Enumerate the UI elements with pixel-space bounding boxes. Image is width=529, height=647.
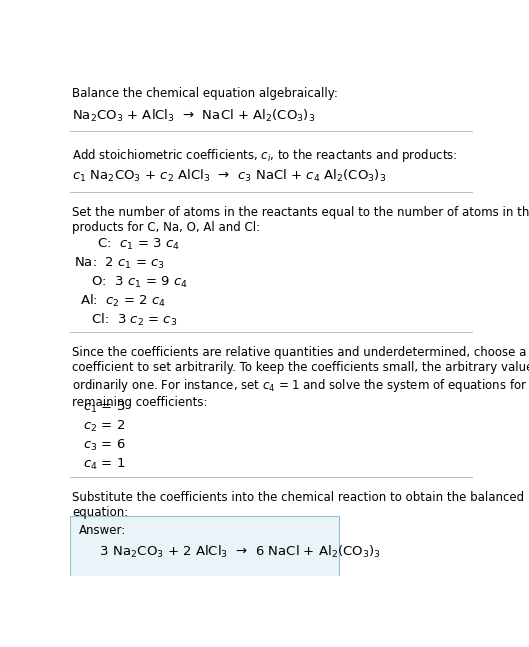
Text: O:  3 $c_1$ = 9 $c_4$: O: 3 $c_1$ = 9 $c_4$ <box>83 274 187 289</box>
Text: Na:  2 $c_1$ = $c_3$: Na: 2 $c_1$ = $c_3$ <box>74 256 166 270</box>
Text: $c_4$ = 1: $c_4$ = 1 <box>83 457 125 472</box>
Text: Since the coefficients are relative quantities and underdetermined, choose a
coe: Since the coefficients are relative quan… <box>72 346 529 408</box>
Text: Set the number of atoms in the reactants equal to the number of atoms in the
pro: Set the number of atoms in the reactants… <box>72 206 529 234</box>
Text: Balance the chemical equation algebraically:: Balance the chemical equation algebraica… <box>72 87 338 100</box>
FancyBboxPatch shape <box>70 516 339 578</box>
Text: Add stoichiometric coefficients, $c_i$, to the reactants and products:: Add stoichiometric coefficients, $c_i$, … <box>72 148 458 164</box>
Text: Substitute the coefficients into the chemical reaction to obtain the balanced
eq: Substitute the coefficients into the che… <box>72 490 524 519</box>
Text: $c_1$ = 3: $c_1$ = 3 <box>83 400 125 415</box>
Text: Al:  $c_2$ = 2 $c_4$: Al: $c_2$ = 2 $c_4$ <box>80 293 167 309</box>
Text: 3 Na$_2$CO$_3$ + 2 AlCl$_3$  →  6 NaCl + Al$_2$(CO$_3$)$_3$: 3 Na$_2$CO$_3$ + 2 AlCl$_3$ → 6 NaCl + A… <box>83 544 380 560</box>
Text: Answer:: Answer: <box>78 524 126 537</box>
Text: $c_3$ = 6: $c_3$ = 6 <box>83 438 125 453</box>
Text: Cl:  3 $c_2$ = $c_3$: Cl: 3 $c_2$ = $c_3$ <box>83 313 177 329</box>
Text: Na$_2$CO$_3$ + AlCl$_3$  →  NaCl + Al$_2$(CO$_3$)$_3$: Na$_2$CO$_3$ + AlCl$_3$ → NaCl + Al$_2$(… <box>72 107 315 124</box>
Text: $c_1$ Na$_2$CO$_3$ + $c_2$ AlCl$_3$  →  $c_3$ NaCl + $c_4$ Al$_2$(CO$_3$)$_3$: $c_1$ Na$_2$CO$_3$ + $c_2$ AlCl$_3$ → $c… <box>72 168 387 184</box>
Text: C:  $c_1$ = 3 $c_4$: C: $c_1$ = 3 $c_4$ <box>89 237 179 252</box>
Text: $c_2$ = 2: $c_2$ = 2 <box>83 419 125 434</box>
